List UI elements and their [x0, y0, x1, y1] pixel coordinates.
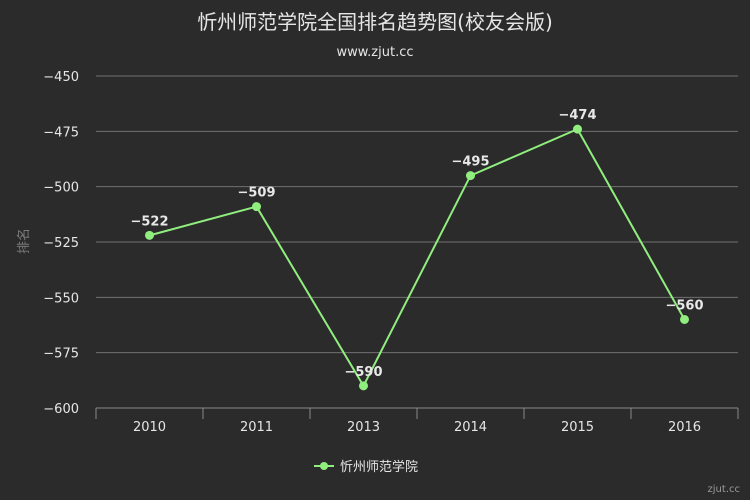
data-label: −509 [237, 186, 275, 201]
y-axis-ticks: −450 −475 −500 −525 −550 −575 −600 [43, 70, 79, 417]
legend[interactable]: 忻州师范学院 [314, 459, 418, 475]
x-tick-label: 2010 [133, 420, 166, 435]
x-tick-label: 2011 [240, 420, 273, 435]
series-line [149, 127, 686, 388]
data-point [145, 230, 154, 240]
y-tick-label: −450 [43, 70, 79, 85]
y-tick-label: −475 [43, 125, 79, 140]
data-point [466, 171, 475, 181]
legend-label: 忻州师范学院 [340, 459, 418, 475]
chart-subtitle: www.zjut.cc [336, 45, 413, 60]
data-point [680, 314, 689, 324]
y-tick-label: −550 [43, 291, 79, 306]
credit-text[interactable]: zjut.cc [708, 484, 740, 495]
series-layer: −522 −509 −590 −495 −474 −560 [130, 108, 704, 391]
y-tick-label: −525 [43, 236, 79, 251]
x-tick-label: 2016 [668, 420, 701, 435]
data-label: −522 [130, 214, 168, 229]
legend-dot-marker [320, 462, 328, 470]
data-point [573, 124, 582, 134]
x-tick-label: 2013 [347, 420, 380, 435]
x-tick-label: 2014 [454, 420, 487, 435]
y-tick-label: −575 [43, 347, 79, 362]
data-label: −495 [451, 155, 489, 170]
x-tick-label: 2015 [561, 420, 594, 435]
data-label: −474 [558, 108, 596, 123]
data-point [359, 381, 368, 391]
data-label: −590 [344, 365, 382, 380]
chart-title: 忻州师范学院全国排名趋势图(校友会版) [197, 10, 553, 34]
data-point [252, 202, 261, 212]
data-label: −560 [665, 298, 703, 313]
x-axis: 2010 2011 2013 2014 2015 2016 [95, 407, 739, 435]
y-tick-label: −600 [43, 402, 79, 417]
y-axis-title: 排名 [16, 228, 32, 254]
y-tick-label: −500 [43, 181, 79, 196]
